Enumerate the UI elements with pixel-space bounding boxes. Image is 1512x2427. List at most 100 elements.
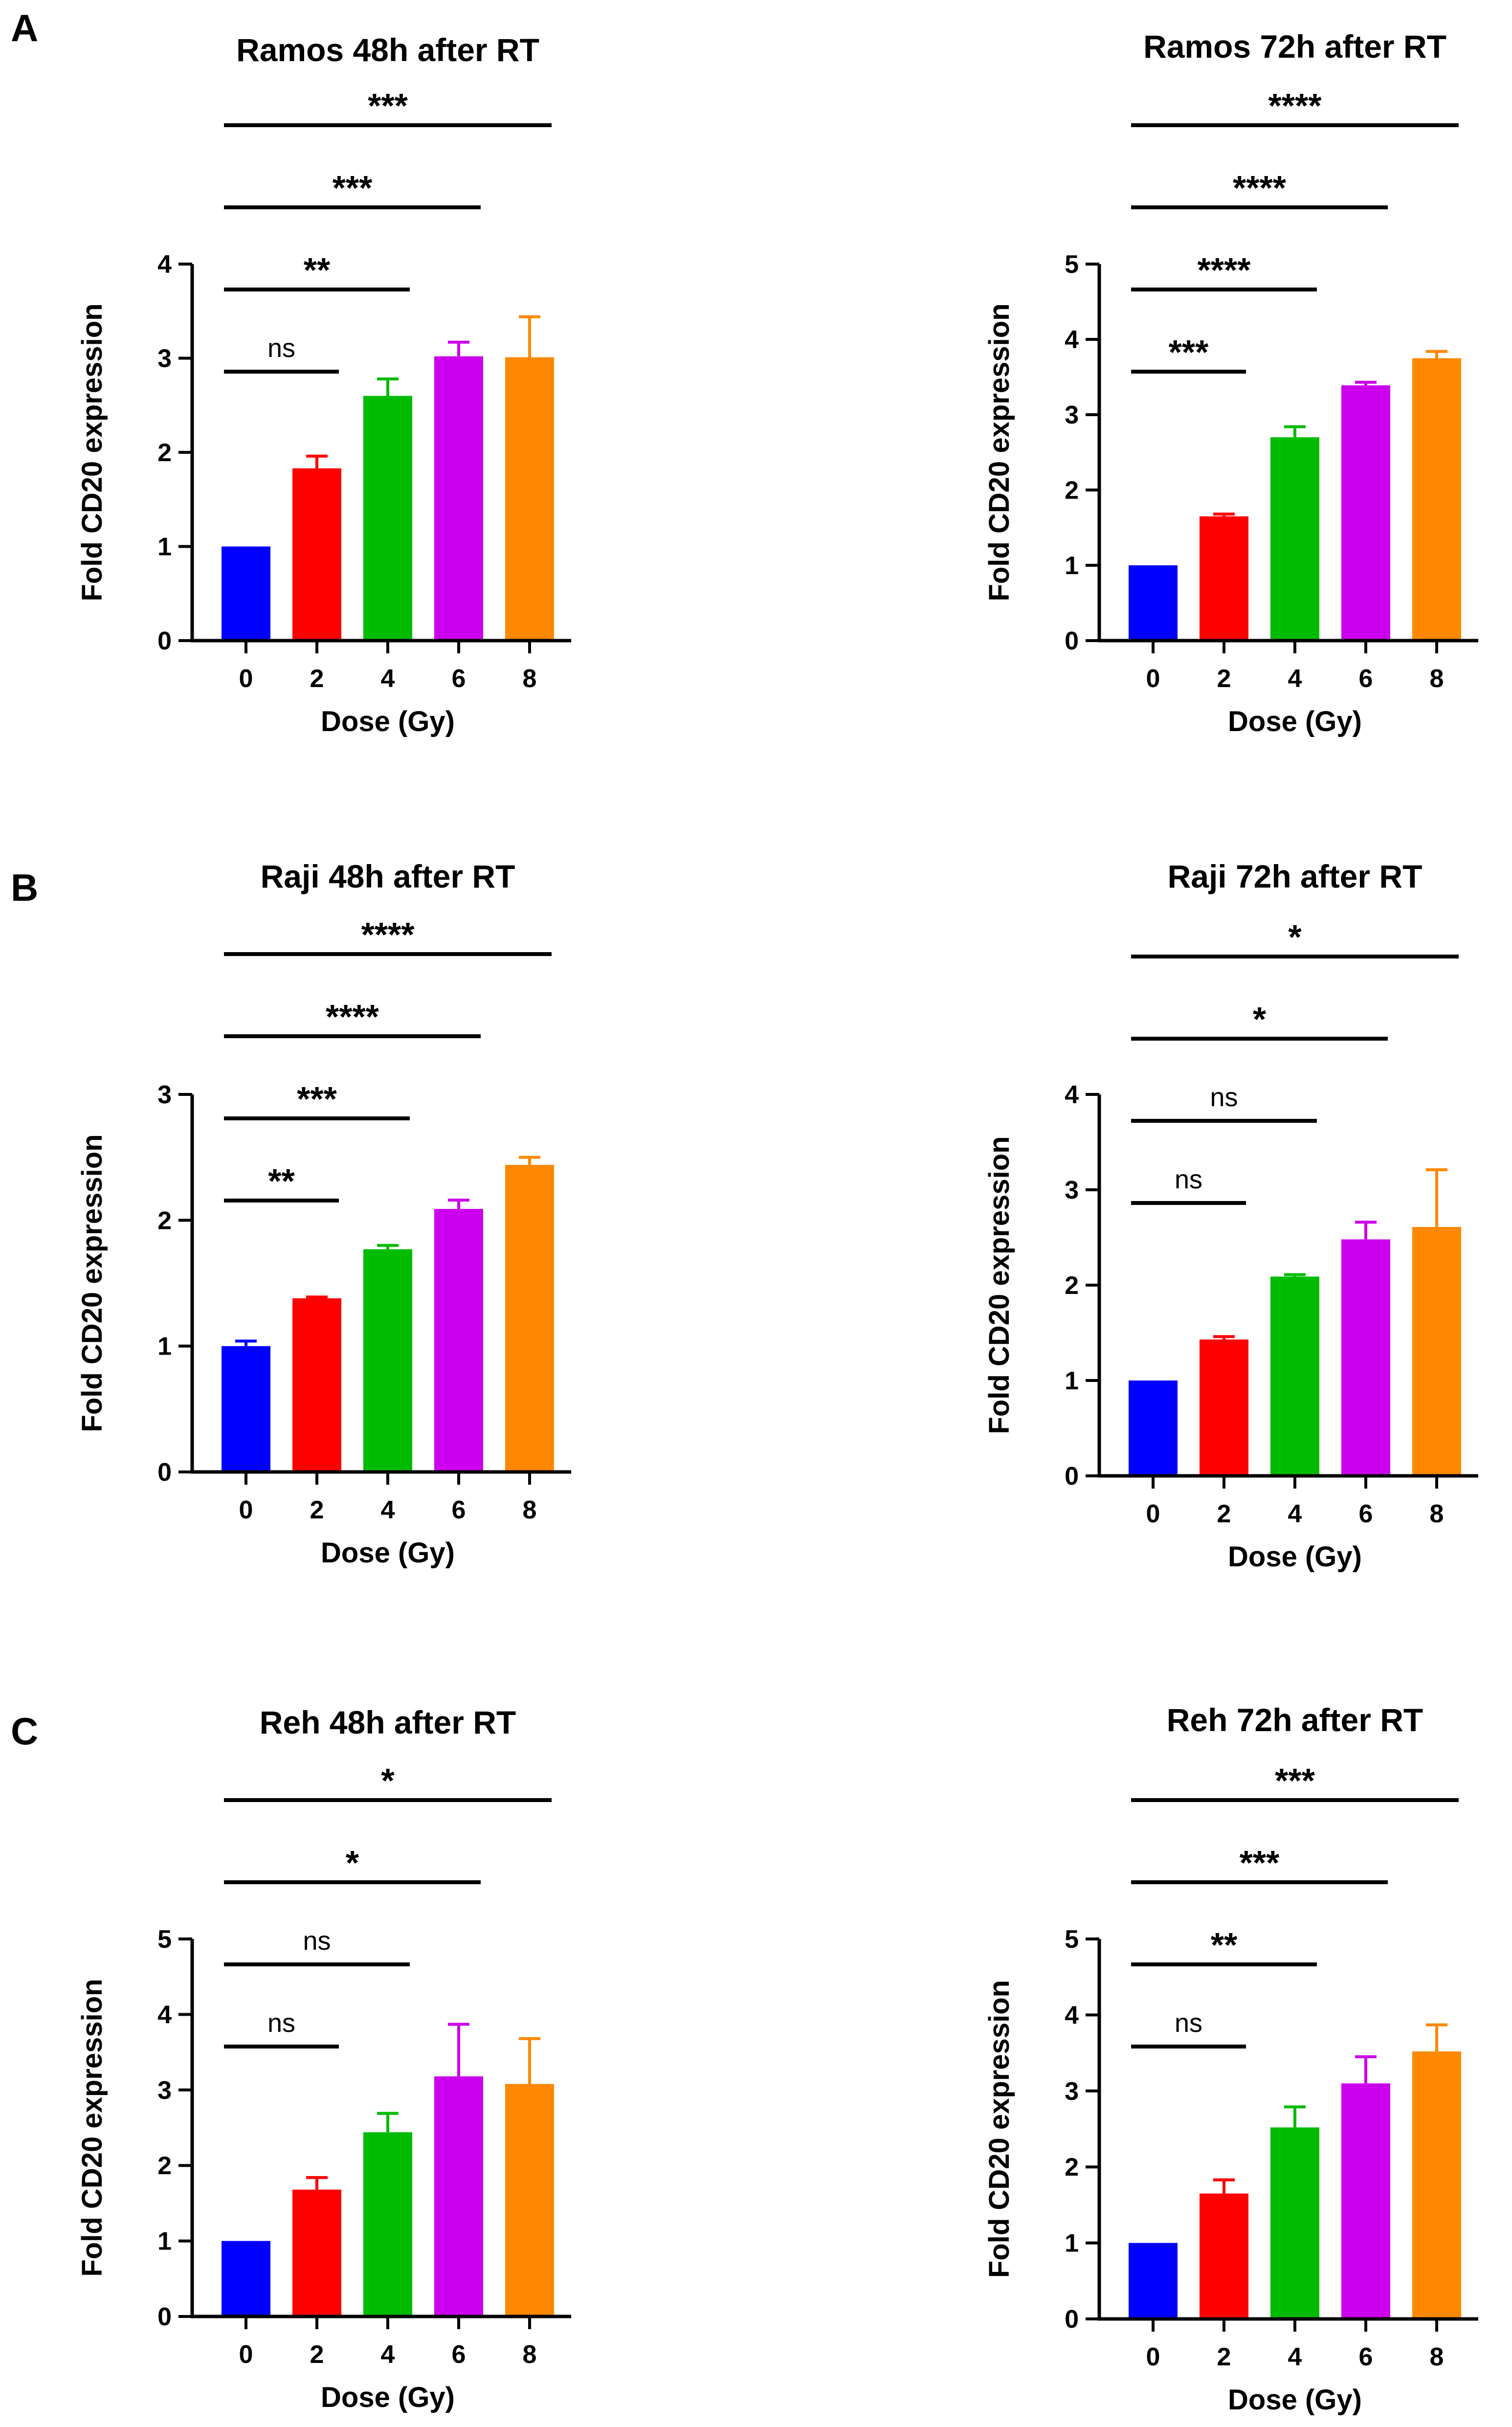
y-tick-label: 1	[1065, 2229, 1079, 2258]
significance-label: *	[1288, 918, 1302, 956]
significance-label: ***	[1169, 333, 1209, 371]
y-tick-label: 2	[1065, 476, 1079, 505]
x-tick-label: 0	[1146, 1500, 1160, 1528]
y-axis-label: Fold CD20 expression	[983, 1980, 1015, 2278]
bar	[222, 2241, 270, 2316]
bar	[1200, 2193, 1248, 2319]
significance-label: *	[346, 1844, 359, 1882]
panel-letter-b: B	[11, 866, 39, 909]
bar	[1129, 2243, 1178, 2319]
chart-title: Ramos 72h after RT	[1143, 28, 1446, 65]
x-tick-label: 2	[310, 1496, 324, 1524]
y-tick-label: 3	[157, 1081, 172, 1109]
y-tick-label: 0	[157, 1458, 172, 1487]
x-tick-label: 8	[1430, 665, 1444, 693]
bar	[363, 1249, 412, 1472]
chart-panel: Raji 72h after RT 0 1 2 3 4 0 2 4 6 8 Dose (Gy) Fold…	[983, 858, 1478, 1573]
y-tick-label: 4	[1065, 1081, 1079, 1109]
bar	[1412, 1227, 1461, 1476]
y-tick-label: 1	[157, 533, 172, 561]
y-axis-label: Fold CD20 expression	[76, 303, 108, 601]
bar	[1129, 565, 1178, 641]
x-tick-label: 2	[310, 2340, 324, 2369]
y-tick-label: 2	[1065, 1271, 1079, 1300]
x-tick-label: 6	[452, 665, 466, 693]
bar	[1270, 2127, 1319, 2319]
x-tick-label: 8	[523, 2340, 537, 2369]
bar	[1270, 437, 1319, 641]
significance-label: ***	[1275, 1761, 1315, 1800]
bar	[1129, 1380, 1178, 1476]
chart-title: Reh 72h after RT	[1167, 1702, 1423, 1738]
bar	[363, 2132, 412, 2316]
x-tick-label: 6	[452, 2340, 466, 2369]
y-tick-label: 5	[1065, 250, 1079, 279]
x-tick-label: 8	[523, 1496, 537, 1524]
x-tick-label: 4	[1288, 1500, 1302, 1528]
y-tick-label: 4	[1065, 326, 1079, 354]
y-tick-label: 3	[157, 345, 172, 373]
y-tick-label: 0	[1065, 627, 1079, 655]
y-tick-label: 1	[157, 1333, 172, 1361]
bar	[1341, 385, 1390, 641]
significance-label: *	[1253, 1000, 1267, 1038]
x-axis-label: Dose (Gy)	[321, 1537, 455, 1569]
significance-label: ns	[267, 2008, 295, 2038]
y-tick-label: 2	[157, 1206, 172, 1235]
chart-panel: Raji 48h after RT 0 1 2 3 0 2 4 6 8 Dose (Gy) Fold …	[76, 858, 571, 1569]
y-tick-label: 3	[157, 2076, 172, 2105]
x-tick-label: 6	[1359, 1500, 1373, 1528]
bar	[1412, 2051, 1461, 2319]
chart-panel: Reh 72h after RT 0 1 2 3 4 5 0 2 4 6 8 Dose (Gy) Fold…	[983, 1702, 1478, 2416]
bar	[434, 356, 483, 641]
significance-label: ***	[368, 87, 408, 125]
x-tick-label: 0	[1146, 2343, 1160, 2371]
y-tick-label: 4	[157, 2001, 172, 2029]
bar	[222, 1346, 270, 1472]
significance-label: **	[304, 251, 331, 289]
x-tick-label: 8	[1430, 2343, 1444, 2371]
x-tick-label: 8	[523, 665, 537, 693]
bar	[1270, 1276, 1319, 1476]
y-tick-label: 0	[157, 627, 172, 655]
y-tick-label: 3	[1065, 401, 1079, 429]
x-axis-label: Dose (Gy)	[1228, 1541, 1362, 1573]
significance-label: *	[381, 1761, 395, 1800]
x-tick-label: 8	[1430, 1500, 1444, 1528]
bar	[363, 396, 412, 641]
y-tick-label: 1	[157, 2227, 172, 2256]
significance-label: ****	[1198, 251, 1251, 289]
x-tick-label: 2	[310, 665, 324, 693]
y-tick-label: 3	[1065, 1176, 1079, 1204]
y-tick-label: 1	[1065, 552, 1079, 580]
x-tick-label: 0	[239, 1496, 253, 1524]
bar	[1412, 358, 1461, 641]
x-tick-label: 4	[381, 2340, 395, 2369]
x-axis-label: Dose (Gy)	[321, 706, 455, 737]
x-axis-label: Dose (Gy)	[1228, 706, 1362, 737]
x-tick-label: 4	[381, 1496, 395, 1524]
x-tick-label: 4	[381, 665, 395, 693]
significance-label: **	[268, 1162, 295, 1200]
significance-label: ****	[361, 915, 415, 954]
x-axis-label: Dose (Gy)	[1228, 2384, 1362, 2416]
bar	[292, 2189, 341, 2316]
panel-letter-a: A	[11, 6, 39, 49]
chart-panel: Ramos 72h after RT 0 1 2 3 4 5 0 2 4 6 8 Dose (Gy) Fo…	[983, 28, 1478, 737]
bar	[292, 468, 341, 641]
bar	[505, 2084, 554, 2316]
significance-label: ns	[1175, 1165, 1202, 1194]
significance-label: **	[1211, 1926, 1238, 1964]
x-tick-label: 6	[1359, 665, 1373, 693]
significance-label: ns	[303, 1926, 331, 1956]
significance-label: ****	[1268, 87, 1322, 125]
x-tick-label: 4	[1288, 665, 1302, 693]
bar	[1341, 2083, 1390, 2319]
y-tick-label: 0	[157, 2303, 172, 2331]
panel-letter-c: C	[11, 1710, 39, 1753]
significance-label: ****	[326, 998, 379, 1036]
y-axis-label: Fold CD20 expression	[76, 1134, 108, 1432]
y-tick-label: 5	[1065, 1925, 1079, 1954]
